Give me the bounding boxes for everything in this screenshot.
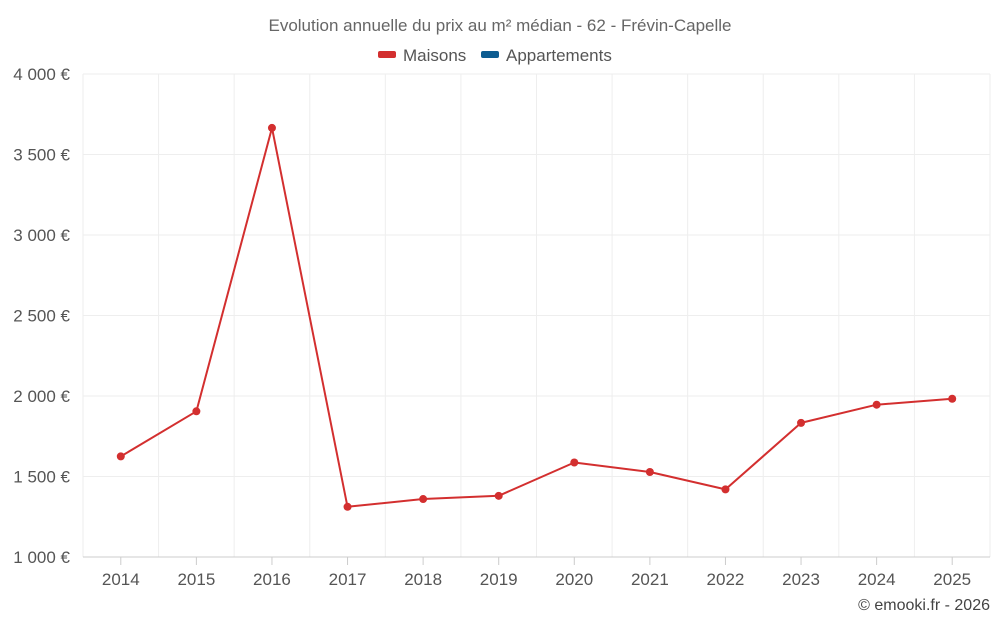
data-point [797,418,806,427]
data-point [721,485,730,494]
x-tick-label: 2021 [631,570,669,589]
data-point [116,452,125,461]
y-tick-label: 4 000 € [13,65,70,84]
x-tick-label: 2019 [480,570,518,589]
data-point [419,495,428,504]
data-point [494,491,503,500]
x-tick-label: 2022 [707,570,745,589]
legend-label-maisons: Maisons [403,46,466,65]
y-tick-label: 3 000 € [13,226,70,245]
data-point [267,123,276,132]
data-point [645,467,654,476]
y-tick-label: 2 000 € [13,387,70,406]
legend: Maisons Appartements [378,46,612,65]
x-axis: 2014 2015 2016 2017 2018 2019 2020 2021 2022 2023… [83,556,990,589]
legend-swatch-maisons [378,51,396,58]
x-tick-label: 2018 [404,570,442,589]
y-tick-label: 2 500 € [13,307,70,326]
x-tick-label: 2025 [933,570,971,589]
credit: © emooki.fr - 2026 [858,597,990,614]
series-maisons [116,123,957,511]
x-tick-label: 2024 [858,570,896,589]
data-point [570,458,579,467]
x-tick-label: 2014 [102,570,140,589]
y-axis: 1 000 € 1 500 € 2 000 € 2 500 € 3 000 € 3 500… [13,65,70,567]
y-tick-label: 3 500 € [13,146,70,165]
chart-title: Evolution annuelle du prix au m² médian … [268,16,731,35]
legend-label-appartements: Appartements [506,46,612,65]
x-tick-label: 2017 [329,570,367,589]
data-point [948,394,957,403]
data-point [872,400,881,409]
data-point [192,407,201,416]
series-line-maisons [120,126,953,508]
legend-swatch-appartements [481,51,499,58]
x-tick-label: 2016 [253,570,291,589]
x-tick-label: 2020 [555,570,593,589]
x-tick-label: 2015 [177,570,215,589]
x-tick-label: 2023 [782,570,820,589]
legend-item-maisons[interactable]: Maisons [378,46,466,65]
legend-item-appartements[interactable]: Appartements [481,46,612,65]
y-tick-label: 1 500 € [13,468,70,487]
data-point [343,502,352,511]
grid [82,73,991,557]
y-tick-label: 1 000 € [13,548,70,567]
